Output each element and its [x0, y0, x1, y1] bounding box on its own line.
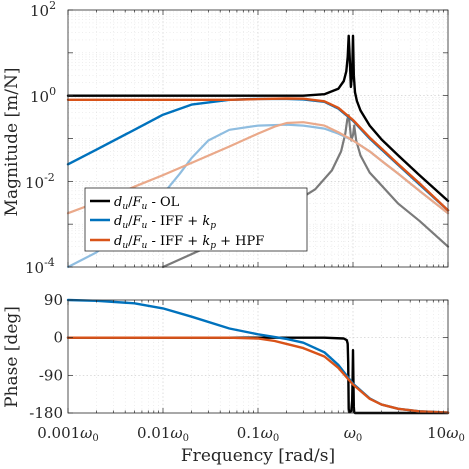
xtick-label: 0.001ω0: [37, 424, 99, 444]
phase-grid: [68, 300, 448, 413]
phase-ytick-label: 0: [53, 329, 63, 347]
mag-ytick-label: 102: [30, 0, 56, 20]
phase-ytick-label: -90: [39, 366, 63, 384]
mag-ytick-label: 100: [30, 85, 56, 106]
phase-xtick-labels: 0.001ω0 0.01ω0 0.1ω0 ω0 10ω0: [37, 424, 465, 444]
mag-ytick-label: 10-2: [25, 171, 55, 192]
phase-ytick-label: -180: [29, 404, 63, 422]
legend-entry-ol: du/Fu - OL: [90, 195, 180, 212]
phase-series-line: [66, 336, 450, 414]
legend-box: [84, 187, 308, 252]
xtick-label: 10ω0: [427, 424, 465, 444]
xtick-label: ω0: [344, 424, 363, 444]
phase-ylabel: Phase [deg]: [2, 306, 22, 408]
xtick-label: 0.1ω0: [237, 424, 279, 444]
magnitude-series-line: [66, 121, 450, 215]
phase-panel: -180 -90 0 90 Phase [deg] 0.001ω0 0.01ω0 0.…: [2, 291, 465, 466]
xtick-label: 0.01ω0: [137, 424, 189, 444]
phase-ytick-label: 90: [44, 291, 63, 309]
phase-ytick-labels: -180 -90 0 90: [29, 291, 63, 422]
magnitude-ticks: [67, 9, 449, 268]
phase-xlabel: Frequency [rad/s]: [181, 446, 335, 466]
phase-ticks: [67, 299, 449, 414]
legend-entry-iff: du/Fu - IFF + kp: [90, 214, 216, 231]
legend-entry-iff-hpf: du/Fu - IFF + kp + HPF: [90, 234, 264, 251]
magnitude-series-line: [66, 97, 450, 212]
legend-label-iff-hpf: du/Fu - IFF + kp + HPF: [114, 234, 264, 251]
magnitude-series-line: [66, 34, 450, 203]
magnitude-curves: [66, 34, 450, 269]
mag-ytick-label: 10-4: [25, 256, 55, 277]
legend-label-ol: du/Fu - OL: [114, 195, 180, 212]
legend-label-iff: du/Fu - IFF + kp: [114, 214, 216, 231]
magnitude-ylabel: Magnitude [m/N]: [2, 68, 22, 217]
magnitude-panel: 102 100 10-2 10-4 Magnitude [m/N] du/Fu …: [2, 0, 450, 277]
legend: du/Fu - OL du/Fu - IFF + kp du/Fu - IFF …: [84, 187, 308, 252]
